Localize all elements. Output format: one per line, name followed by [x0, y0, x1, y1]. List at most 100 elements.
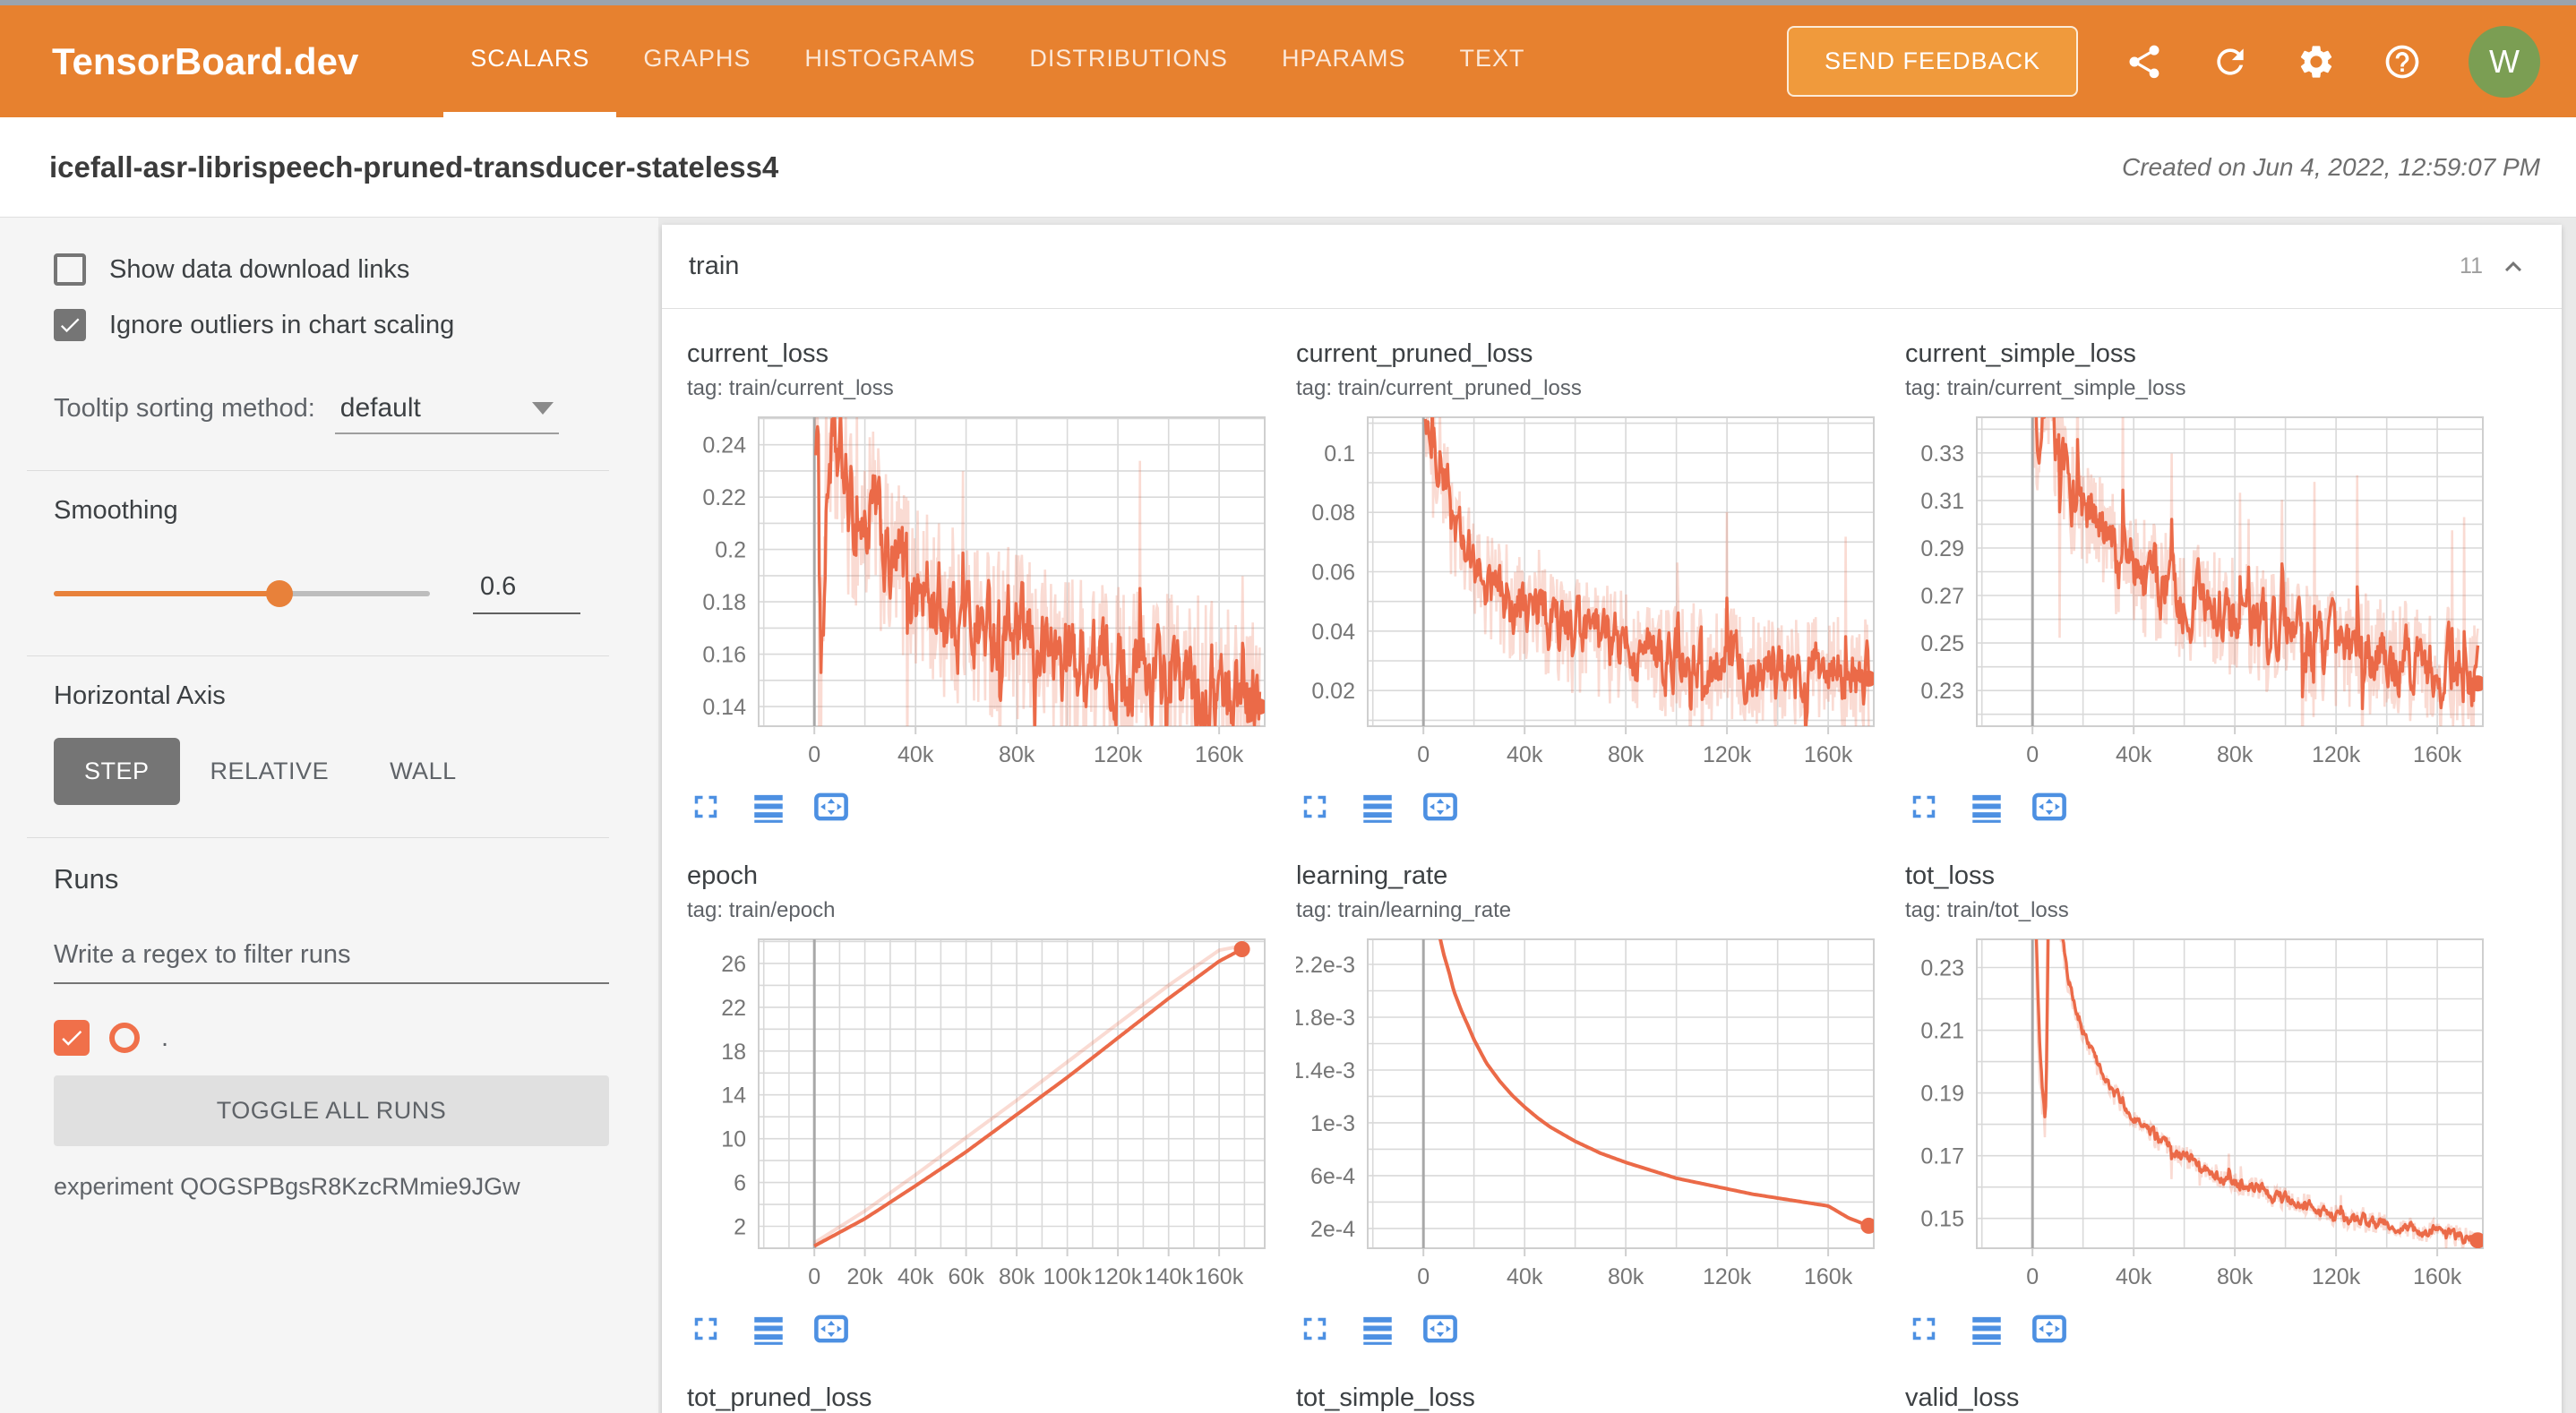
svg-text:6e-4: 6e-4 [1310, 1164, 1355, 1189]
svg-text:0.23: 0.23 [1920, 679, 1964, 704]
tab-distributions[interactable]: DISTRIBUTIONS [1029, 45, 1228, 72]
navbar-actions: SEND FEEDBACK W [1786, 5, 2576, 117]
window-edge [0, 0, 2576, 5]
show-download-links-checkbox[interactable] [54, 253, 86, 286]
svg-text:0.22: 0.22 [702, 485, 746, 510]
chart-tag: tag: train/tot_loss [1905, 898, 2069, 922]
svg-text:6: 6 [734, 1171, 746, 1196]
fit-domain-icon[interactable] [1421, 788, 1459, 826]
epoch-plot[interactable]: 0 20k 40k 60k 80k 100k 120k 140k 160k26101418222… [687, 932, 1278, 1304]
toggle-all-runs-button[interactable]: TOGGLE ALL RUNS [54, 1075, 609, 1146]
chart-title: learning_rate [1296, 861, 1448, 890]
svg-text:20k: 20k [846, 1264, 883, 1289]
data-table-icon[interactable] [750, 1310, 787, 1348]
svg-text:10: 10 [721, 1127, 746, 1152]
axis-option-wall[interactable]: WALL [390, 758, 457, 784]
fit-domain-icon[interactable] [1421, 1310, 1459, 1348]
chart-card-current_loss: current_loss tag: train/current_loss 0 40k 8… [687, 339, 1296, 826]
svg-text:120k: 120k [1703, 1264, 1752, 1289]
learning_rate-plot[interactable]: 0 40k 80k 120k 160k 2.2e-3 1.8e-3 1.4e-3 1e-3 6e-… [1292, 932, 1887, 1304]
charts-grid: current_loss tag: train/current_loss 0 40k 8… [662, 309, 2562, 1413]
send-feedback-button[interactable]: SEND FEEDBACK [1786, 26, 2078, 97]
tab-histograms[interactable]: HISTOGRAMS [804, 45, 976, 72]
fullscreen-icon[interactable] [1905, 1310, 1943, 1348]
svg-text:0.06: 0.06 [1311, 561, 1355, 586]
svg-text:14: 14 [721, 1083, 746, 1109]
smoothing-slider-thumb[interactable] [266, 579, 293, 607]
chart-plot-area[interactable]: 0 40k 80k 120k 160k 0.15 0.17 0.19 0.21 0.23 [1905, 932, 2514, 1308]
tab-hparams[interactable]: HPARAMS [1281, 45, 1406, 72]
chart-plot-area[interactable]: 0 20k 40k 60k 80k 100k 120k 140k 160k 2 6 10 14 18 22 2… [687, 932, 1296, 1308]
app-brand: TensorBoard.dev [52, 39, 359, 82]
fit-domain-icon[interactable] [812, 788, 850, 826]
current_pruned_loss-plot[interactable]: 0 40k 80k 120k 160k 0.02 0.04 0.06 0.08 0.1 [1296, 410, 1887, 782]
chevron-up-icon[interactable] [2497, 251, 2529, 283]
current_simple_loss-plot[interactable]: 0 40k 80k 120k 160k 0.23 0.25 0.27 0.29 0.31 0.33 [1905, 410, 2496, 782]
fit-domain-icon[interactable] [2031, 1310, 2068, 1348]
experiment-id-label: experiment QOGSPBgsR8KzcRMmie9JGw [54, 1173, 520, 1200]
chart-plot-area[interactable]: 0 40k 80k 120k 160k 0.14 0.16 0.18 0.2 0.22 0.24 [687, 410, 1296, 786]
tab-text[interactable]: TEXT [1459, 45, 1525, 72]
refresh-icon[interactable] [2211, 42, 2250, 81]
fit-domain-icon[interactable] [812, 1310, 850, 1348]
svg-text:0.29: 0.29 [1920, 536, 1964, 561]
svg-text:2.2e-3: 2.2e-3 [1296, 953, 1355, 978]
svg-text:40k: 40k [1507, 742, 1543, 767]
fit-domain-icon[interactable] [2031, 788, 2068, 826]
run-checkbox[interactable] [54, 1020, 90, 1056]
chart-plot-area[interactable]: 0 40k 80k 120k 160k 2.2e-3 1.8e-3 1.4e-3 1e-3 6e-… [1292, 932, 1905, 1308]
settings-gear-icon[interactable] [2297, 42, 2336, 81]
svg-text:160k: 160k [2413, 1264, 2462, 1289]
fullscreen-icon[interactable] [1296, 1310, 1334, 1348]
svg-text:2e-4: 2e-4 [1310, 1217, 1355, 1242]
axis-option-relative[interactable]: RELATIVE [210, 758, 330, 784]
fullscreen-icon[interactable] [1296, 788, 1334, 826]
data-table-icon[interactable] [1968, 1310, 2005, 1348]
chart-plot-area[interactable]: 0 40k 80k 120k 160k 0.23 0.25 0.27 0.29 0.31 0.33 [1905, 410, 2514, 786]
svg-text:0: 0 [808, 742, 820, 767]
show-download-links-row[interactable]: Show data download links [54, 253, 609, 286]
tab-scalars[interactable]: SCALARS [443, 5, 617, 117]
chart-plot-area[interactable]: 0 40k 80k 120k 160k 0.02 0.04 0.06 0.08 0.1 [1296, 410, 1905, 786]
data-table-icon[interactable] [1359, 1310, 1396, 1348]
tooltip-sorting-select[interactable]: default [334, 393, 559, 434]
chart-title: valid_loss [1905, 1383, 2020, 1412]
ignore-outliers-checkbox[interactable] [54, 309, 86, 341]
help-icon[interactable] [2383, 42, 2422, 81]
runs-filter-field [54, 940, 609, 984]
smoothing-label: Smoothing [54, 496, 178, 525]
svg-text:160k: 160k [1804, 1264, 1853, 1289]
fullscreen-icon[interactable] [687, 788, 725, 826]
svg-text:80k: 80k [1608, 1264, 1644, 1289]
data-table-icon[interactable] [1359, 788, 1396, 826]
tot_loss-plot[interactable]: 0 40k 80k 120k 160k 0.15 0.17 0.19 0.21 0.23 [1905, 932, 2496, 1304]
svg-text:40k: 40k [2116, 742, 2152, 767]
svg-text:160k: 160k [1804, 742, 1853, 767]
fullscreen-icon[interactable] [1905, 788, 1943, 826]
svg-text:0.04: 0.04 [1311, 620, 1355, 645]
experiment-title: icefall-asr-librispeech-pruned-transduce… [49, 150, 779, 184]
chart-tag: tag: train/current_pruned_loss [1296, 376, 1582, 400]
share-icon[interactable] [2125, 42, 2164, 81]
tab-graphs[interactable]: GRAPHS [643, 45, 751, 72]
svg-text:0.18: 0.18 [702, 590, 746, 615]
svg-text:0.24: 0.24 [702, 433, 746, 458]
svg-text:0.16: 0.16 [702, 643, 746, 668]
ignore-outliers-row[interactable]: Ignore outliers in chart scaling [54, 309, 609, 341]
smoothing-value-input[interactable]: 0.6 [473, 572, 580, 614]
fullscreen-icon[interactable] [687, 1310, 725, 1348]
train-section-header[interactable]: train 11 [662, 225, 2562, 309]
data-table-icon[interactable] [750, 788, 787, 826]
axis-option-step[interactable]: STEP [54, 738, 180, 805]
smoothing-slider[interactable] [54, 579, 430, 607]
run-row[interactable]: . [54, 1020, 609, 1056]
current_loss-plot[interactable]: 0 40k 80k 120k 160k 0.14 0.16 0.18 0.2 0.22 0.24 [687, 410, 1278, 782]
svg-text:0: 0 [2026, 1264, 2039, 1289]
data-table-icon[interactable] [1968, 788, 2005, 826]
user-avatar[interactable]: W [2469, 25, 2540, 98]
svg-text:120k: 120k [1094, 1264, 1143, 1289]
runs-filter-input[interactable] [54, 940, 609, 970]
horizontal-axis-options: STEP RELATIVE WALL [54, 738, 609, 805]
